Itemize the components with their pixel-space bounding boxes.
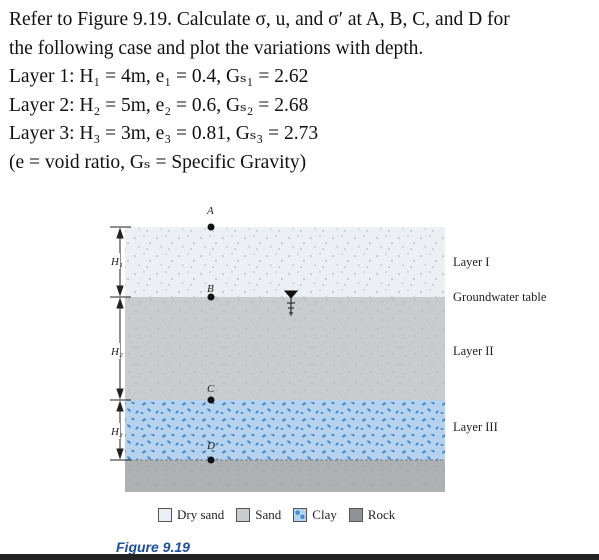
point-c-label: C [207,383,215,395]
point-b-label: B [207,283,214,295]
layer-1-dry-sand [125,227,445,297]
layer-2-parameters: Layer 2: H₂ = 5m, e₂ = 0.6, Gₛ₂ = 2.68 [9,94,309,116]
groundwater-table-label: Groundwater table [453,290,547,304]
symbol-definitions: (e = void ratio, Gₛ = Specific Gravity) [9,151,307,173]
figure-caption: Figure 9.19 [116,539,190,555]
legend-dry-sand: Dry sand [158,507,224,523]
layer-3-clay [125,400,445,460]
legend-sand: Sand [236,507,281,523]
rock-swatch [348,508,363,522]
bottom-divider [0,554,599,560]
dry-sand-swatch [158,508,172,522]
legend-clay-label: Clay [312,507,337,522]
legend-rock-label: Rock [367,507,396,522]
h1-label: H₁ [110,256,123,268]
point-d-label: D [206,440,215,452]
layer-2-label: Layer II [453,344,494,358]
h2-label: H₂ [110,346,123,358]
point-a-label: A [206,205,214,217]
clay-swatch [293,508,308,522]
layer-3-label: Layer III [453,420,498,434]
point-c-marker [207,396,215,404]
h3-label: H₃ [110,426,123,438]
legend-dry-sand-label: Dry sand [177,507,225,522]
groundwater-table-icon [283,290,299,316]
rock-layer [125,460,445,492]
layer-1-parameters: Layer 1: H₁ = 4m, e₁ = 0.4, Gₛ₁ = 2.62 [9,66,309,87]
legend-clay: Clay [293,507,337,523]
sand-swatch [236,508,251,522]
problem-intro-line-1: Refer to Figure 9.19. Calculate σ, u, an… [9,9,510,30]
problem-statement: Refer to Figure 9.19. Calculate σ, u, an… [9,6,594,177]
point-a-marker [207,223,215,231]
figure-legend: Dry sand Sand Clay Rock [158,507,395,523]
layer-3-parameters: Layer 3: H₃ = 3m, e₃ = 0.81, Gₛ₃ = 2.73 [9,123,319,144]
point-b-marker [207,293,215,301]
point-d-marker [207,456,215,464]
legend-rock: Rock [348,507,396,523]
layer-2-sand [125,297,445,400]
layer-1-label: Layer I [453,255,489,269]
legend-sand-label: Sand [255,507,282,522]
problem-intro-line-2: the following case and plot the variatio… [9,37,424,59]
